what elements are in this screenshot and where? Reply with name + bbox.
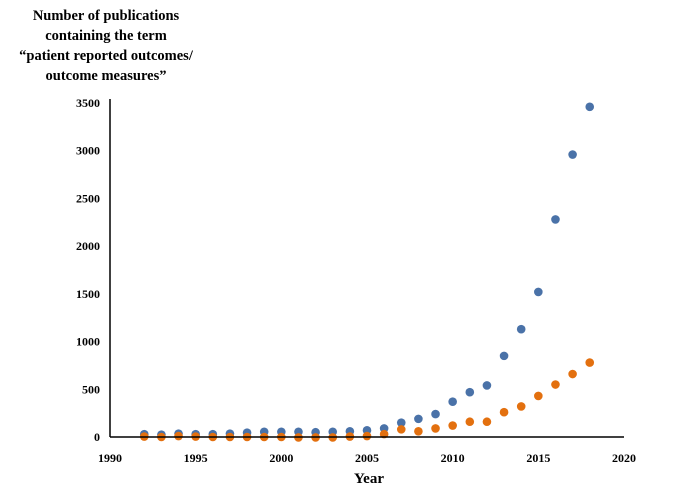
data-point-series-2 [585, 358, 595, 367]
data-point-series-2 [499, 407, 509, 417]
data-points [139, 102, 595, 442]
data-point-series-1 [448, 397, 457, 406]
data-point-series-2 [482, 417, 492, 427]
data-point-series-1 [396, 418, 406, 427]
chart-title-line-2: containing the term [45, 28, 167, 44]
y-tick-label: 500 [82, 382, 100, 396]
data-point-series-2 [396, 425, 406, 434]
x-tick-label: 1995 [184, 451, 208, 465]
data-point-series-2 [362, 431, 372, 441]
chart-title-line-4: outcome measures” [45, 68, 167, 84]
chart-title: Number of publications containing the te… [0, 6, 212, 86]
y-tick-label: 2000 [76, 239, 100, 253]
data-point-series-2 [174, 431, 183, 441]
x-tick-label: 2005 [355, 451, 379, 465]
y-tick-label: 1500 [76, 287, 100, 301]
data-point-series-1 [568, 150, 577, 159]
data-point-series-1 [482, 381, 492, 390]
data-point-series-2 [414, 426, 423, 436]
data-point-series-1 [585, 102, 595, 112]
data-point-series-2 [465, 417, 475, 427]
y-tick-label: 2500 [76, 191, 100, 205]
data-point-series-2 [431, 424, 440, 433]
y-tick-label: 3500 [76, 96, 100, 110]
data-point-series-1 [516, 324, 526, 334]
data-point-series-1 [534, 287, 543, 297]
y-axis-ticks: 0 500 1000 1500 2000 2500 3000 3500 [76, 96, 100, 444]
x-tick-label: 2020 [612, 451, 636, 465]
chart-title-line-3: “patient reported outcomes/ [19, 48, 193, 64]
data-point-series-1 [465, 387, 475, 397]
data-point-series-1 [499, 351, 509, 361]
x-tick-label: 2000 [269, 451, 293, 465]
data-point-series-2 [568, 369, 577, 379]
chart-title-line-1: Number of publications [32, 8, 180, 24]
data-point-series-2 [516, 402, 526, 411]
data-point-series-2 [448, 421, 457, 430]
data-point-series-1 [414, 414, 423, 424]
data-point-series-1 [431, 409, 440, 419]
x-tick-label: 2010 [441, 451, 465, 465]
y-tick-label: 3000 [76, 144, 100, 158]
data-point-series-1 [551, 215, 560, 224]
data-point-series-2 [551, 380, 560, 389]
x-tick-label: 1990 [98, 451, 122, 465]
x-tick-label: 2015 [526, 451, 550, 465]
y-tick-label: 1000 [76, 335, 100, 349]
x-axis-ticks: 1990 1995 2000 2005 2010 2015 2020 [98, 451, 636, 465]
data-point-series-2 [534, 391, 543, 401]
x-axis-label: Year [354, 471, 384, 487]
y-tick-label: 0 [94, 430, 100, 444]
